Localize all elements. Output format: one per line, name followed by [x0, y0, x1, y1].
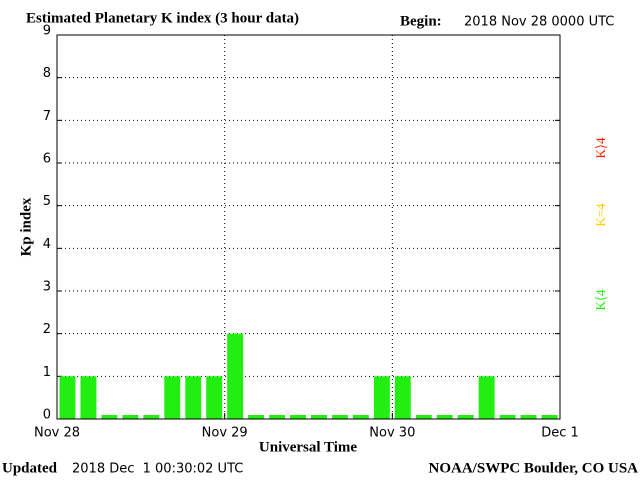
plot-frame [56, 34, 561, 420]
updated-time: 2018 Dec 1 00:30:02 UTC [72, 462, 243, 477]
y-tick-label: 9 [43, 24, 51, 39]
y-tick-label: 5 [43, 194, 51, 209]
chart-title: Estimated Planetary K index (3 hour data… [26, 10, 299, 26]
bar [59, 376, 76, 419]
bar [248, 415, 265, 419]
bar [457, 415, 474, 419]
bar [415, 415, 432, 419]
legend-entry: K⟩4 [593, 137, 608, 158]
bar [227, 333, 244, 419]
y-tick-label: 2 [43, 322, 51, 337]
bar [478, 376, 495, 419]
legend-entry: K⟨4 [593, 289, 608, 310]
bar [164, 376, 181, 419]
bar [122, 415, 139, 419]
bar [290, 415, 306, 419]
x-tick-label: Nov 28 [34, 426, 80, 441]
bar [436, 415, 453, 419]
bar [373, 376, 390, 419]
source: NOAA/SWPC Boulder, CO USA [429, 460, 639, 476]
begin-time: 2018 Nov 28 0000 UTC [464, 15, 614, 30]
x-axis-label: Universal Time [259, 439, 358, 455]
bar [499, 415, 516, 419]
y-tick-label: 1 [43, 365, 51, 380]
x-tick-label: Nov 29 [202, 426, 248, 441]
legend-entry: K=4 [593, 203, 608, 227]
bar [101, 415, 118, 419]
begin-label: Begin: [400, 13, 442, 29]
x-tick-label: Nov 30 [369, 426, 415, 441]
updated-label: Updated [2, 460, 58, 476]
bar [520, 415, 537, 419]
y-tick-label: 3 [43, 280, 51, 295]
bar [80, 376, 97, 419]
y-tick-label: 6 [43, 152, 51, 167]
bar [331, 415, 348, 419]
x-tick-label: Dec 1 [541, 426, 579, 441]
bar [541, 415, 558, 419]
y-tick-label: 8 [43, 66, 51, 81]
y-tick-label: 7 [43, 109, 51, 124]
bar [352, 415, 369, 419]
y-axis-label: Kp index [18, 197, 34, 256]
y-tick-label: 0 [43, 408, 51, 423]
bar [311, 415, 327, 419]
bar [185, 376, 202, 419]
bar [143, 415, 160, 419]
y-tick-label: 4 [43, 237, 51, 252]
bar [206, 376, 223, 419]
bar [269, 415, 286, 419]
bar [394, 376, 411, 419]
